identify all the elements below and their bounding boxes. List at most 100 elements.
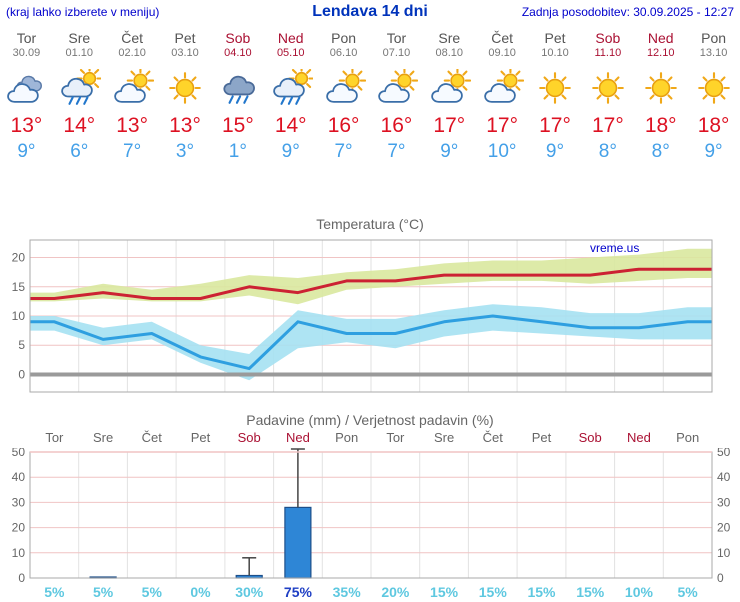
forecast-day-column-4[interactable]: Sob 04.10 15° 1° [211,30,264,178]
low-temperature: 9° [440,141,459,162]
precip-probability: 5% [677,584,698,600]
temperature-chart-title: Temperatura (°C) [316,216,424,232]
forecast-strip: Tor 30.09 13° 9° Sre 01.10 14° 6° Čet 02.10 13° 7° P… [0,24,740,178]
forecast-day-column-1[interactable]: Sre 01.10 14° 6° [53,30,106,178]
watermark-vreme-us: vreme.us [590,241,639,255]
svg-text:10: 10 [12,546,26,560]
high-temperature: 16° [380,114,413,137]
precip-axis-day: Pon [676,430,700,445]
day-name: Pet [544,30,566,46]
weather-partly-icon [106,65,159,111]
forecast-day-column-7[interactable]: Tor 07.10 16° 7° [370,30,423,178]
day-date: 30.09 [12,47,41,59]
day-date: 10.10 [541,47,569,59]
day-name: Pet [174,30,196,46]
svg-text:0: 0 [717,571,724,584]
day-name: Sob [595,30,621,46]
svg-text:0: 0 [18,368,25,382]
low-temperature: 8° [598,141,617,162]
forecast-day-column-8[interactable]: Sre 08.10 17° 9° [423,30,476,178]
precip-probability: 15% [430,584,459,600]
precipitation-chart-title: Padavine (mm) / Verjetnost padavin (%) [246,412,494,428]
weather-sunny-icon [581,65,634,111]
weather-rain-icon [211,65,264,111]
low-temperature: 3° [175,141,195,162]
high-temperature: 14° [63,114,96,137]
precip-axis-day: Sre [433,430,455,445]
low-temperature: 10° [487,141,517,162]
precip-probability: 5% [92,584,114,600]
svg-text:0: 0 [18,571,25,584]
forecast-day-column-13[interactable]: Pon 13.10 18° 9° [687,30,740,178]
precipitation-chart-block: Padavine (mm) / Verjetnost padavin (%) T… [0,412,740,602]
precip-axis-day: Pet [531,430,552,445]
svg-text:15: 15 [12,280,26,294]
temperature-chart-block: Temperatura (°C) 0 5 10 15 20 vreme.us [0,216,740,404]
precipitation-chart: 0 0 10 10 20 20 30 30 40 40 50 50 [0,448,740,584]
day-name: Tor [16,30,37,46]
last-updated-text: Zadnja posodobitev: 30.09.2025 - 12:27 [521,5,734,19]
forecast-day-column-5[interactable]: Ned 05.10 14° 9° [264,30,317,178]
weather-partly-icon [476,65,529,111]
forecast-day-column-6[interactable]: Pon 06.10 16° 7° [317,30,370,178]
menu-hint-text[interactable]: (kraj lahko izberete v meniju) [6,5,160,19]
weather-sunny-icon [159,65,212,111]
high-temperature: 16° [327,114,360,137]
day-date: 05.10 [276,47,305,59]
precip-probability: 75% [283,584,312,600]
high-temperature: 17° [486,114,519,137]
precip-axis-day: Čet [141,430,162,445]
day-date: 03.10 [171,47,199,59]
day-name: Ned [277,30,304,46]
weather-sun-rain-icon [264,65,317,111]
high-temperature: 18° [644,114,677,137]
forecast-day-column-10[interactable]: Pet 10.10 17° 9° [529,30,582,178]
low-temperature: 1° [228,141,247,162]
precip-axis-day: Čet [482,430,503,445]
precip-axis-day: Sob [237,430,261,445]
day-date: 04.10 [224,47,252,59]
day-name: Pon [701,30,727,46]
precipitation-day-axis: Tor Sre Čet Pet Sob Ned Pon Tor Sre Čet Pet Sob Ned P… [30,430,712,448]
precip-probability: 30% [235,584,264,600]
day-date: 01.10 [65,47,94,59]
svg-text:20: 20 [717,521,731,535]
weather-sun-rain-icon [53,65,106,111]
precip-probability: 10% [624,584,653,600]
precip-probability: 5% [44,584,65,600]
high-temperature: 17° [433,114,466,137]
low-temperature: 8° [651,141,670,162]
forecast-day-column-12[interactable]: Ned 12.10 18° 8° [634,30,687,178]
precip-axis-day: Tor [386,430,405,445]
weather-partly-icon [370,65,423,111]
forecast-day-column-9[interactable]: Čet 09.10 17° 10° [476,30,529,178]
precip-axis-day: Sob [578,430,602,445]
high-temperature: 13° [169,114,201,137]
precip-axis-day: Sre [92,430,114,445]
page-header: (kraj lahko izberete v meniju) Lendava 1… [0,0,740,24]
day-name: Pon [331,30,357,46]
svg-text:20: 20 [12,251,26,265]
svg-text:5: 5 [18,338,25,352]
weather-cloudy-icon [0,65,53,111]
forecast-day-column-2[interactable]: Čet 02.10 13° 7° [106,30,159,178]
precip-probability: 20% [381,584,410,600]
forecast-day-column-0[interactable]: Tor 30.09 13° 9° [0,30,53,178]
low-temperature: 6° [70,141,89,162]
weather-sunny-icon [529,65,582,111]
svg-text:10: 10 [12,309,26,323]
low-temperature: 9° [545,141,565,162]
precip-probability: 0% [190,584,211,600]
page-title: Lendava 14 dni [312,3,428,20]
day-name: Sob [225,30,251,46]
day-date: 02.10 [118,47,146,59]
svg-text:10: 10 [717,546,731,560]
precip-axis-day: Ned [285,430,310,445]
forecast-day-column-11[interactable]: Sob 11.10 17° 8° [581,30,634,178]
weather-sunny-icon [687,65,740,111]
svg-text:50: 50 [717,448,731,459]
temperature-chart: 0 5 10 15 20 vreme.us [0,234,740,404]
day-name: Ned [647,30,674,46]
forecast-day-column-3[interactable]: Pet 03.10 13° 3° [159,30,212,178]
precip-axis-day: Pon [335,430,359,445]
